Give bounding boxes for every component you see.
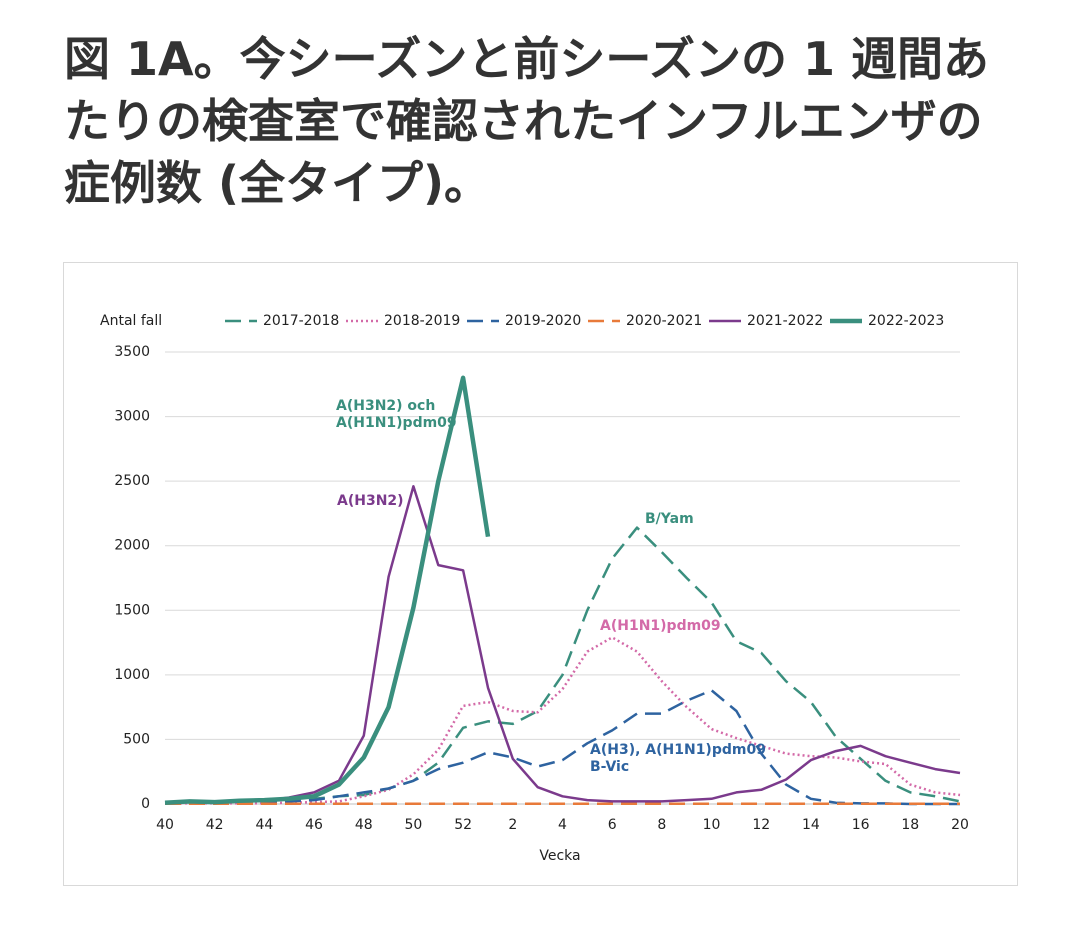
y-tick-label: 3000 [114, 409, 150, 425]
annotation: A(H3N2) och [336, 398, 435, 414]
annotation: B-Vic [590, 759, 629, 775]
series-line [164, 375, 491, 805]
legend-label: 2020-2021 [626, 313, 702, 329]
x-tick-label: 12 [752, 817, 770, 833]
x-tick-label: 4 [558, 817, 567, 833]
x-tick-label: 2 [508, 817, 517, 833]
y-tick-label: 2000 [114, 538, 150, 554]
x-tick-label: 8 [657, 817, 666, 833]
annotation: A(H3), A(H1N1)pdm09 [590, 742, 766, 758]
legend-label: 2019-2020 [505, 313, 581, 329]
chart-frame [63, 262, 1018, 886]
x-tick-label: 40 [156, 817, 174, 833]
y-axis-label: Antal fall [100, 313, 162, 329]
x-tick-label: 14 [802, 817, 820, 833]
y-tick-label: 500 [123, 731, 150, 747]
legend-label: 2017-2018 [263, 313, 339, 329]
legend-label: 2018-2019 [384, 313, 460, 329]
x-tick-label: 6 [608, 817, 617, 833]
x-tick-label: 46 [305, 817, 323, 833]
annotation: B/Yam [645, 511, 694, 527]
y-tick-label: 2500 [114, 473, 150, 489]
annotation: A(H1N1)pdm09 [600, 618, 721, 634]
x-axis-label: Vecka [539, 848, 580, 864]
x-tick-label: 42 [206, 817, 224, 833]
x-tick-label: 48 [355, 817, 373, 833]
annotation: A(H1N1)pdm09 [336, 415, 457, 431]
x-tick-label: 44 [255, 817, 273, 833]
chart-title: 図 1A。今シーズンと前シーズンの 1 週間あたりの検査室で確認されたインフルエ… [64, 32, 990, 210]
x-tick-label: 52 [454, 817, 472, 833]
x-tick-label: 16 [852, 817, 870, 833]
y-tick-label: 0 [141, 796, 150, 812]
x-tick-label: 10 [703, 817, 721, 833]
series-line [165, 636, 961, 805]
legend-label: 2022-2023 [868, 313, 944, 329]
y-tick-label: 1500 [114, 602, 150, 618]
x-tick-label: 18 [901, 817, 919, 833]
series-line [165, 689, 960, 806]
x-tick-label: 20 [951, 817, 969, 833]
y-tick-label: 3500 [114, 344, 150, 360]
x-tick-label: 50 [405, 817, 423, 833]
annotation: A(H3N2) [337, 493, 404, 509]
y-tick-label: 1000 [114, 667, 150, 683]
legend-label: 2021-2022 [747, 313, 823, 329]
